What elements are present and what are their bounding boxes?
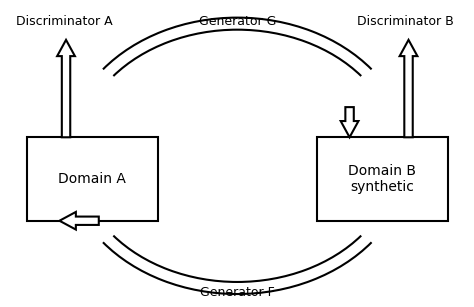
Text: Generator G: Generator G bbox=[199, 15, 276, 28]
Text: Discriminator A: Discriminator A bbox=[16, 15, 112, 28]
Polygon shape bbox=[341, 107, 358, 137]
Polygon shape bbox=[400, 40, 418, 137]
Text: Discriminator B: Discriminator B bbox=[357, 15, 454, 28]
Polygon shape bbox=[57, 40, 75, 137]
Text: Domain B
synthetic: Domain B synthetic bbox=[348, 164, 416, 194]
Polygon shape bbox=[59, 212, 99, 230]
Text: Generator F: Generator F bbox=[200, 286, 274, 299]
Text: Domain A: Domain A bbox=[58, 172, 126, 186]
Bar bbox=[317, 137, 448, 221]
Bar bbox=[27, 137, 158, 221]
